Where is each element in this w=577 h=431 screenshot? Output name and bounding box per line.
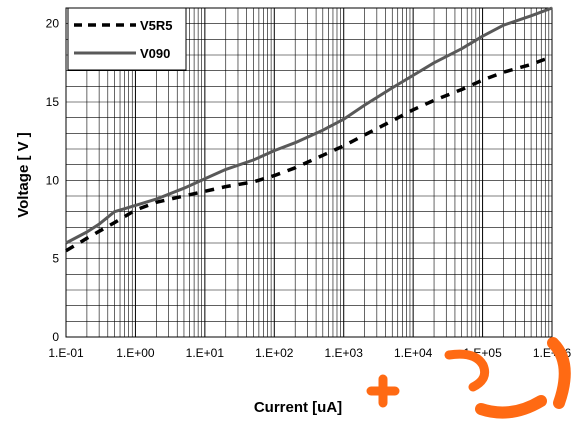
y-tick-labels: 0 5 10 15 20 — [46, 17, 60, 344]
x-tick-label: 1.E+01 — [186, 346, 225, 360]
x-tick-label: 1.E+02 — [255, 346, 294, 360]
plot-area-frame — [65, 7, 553, 338]
legend-label-v090: V090 — [140, 46, 170, 61]
x-axis-title: Current [uA] — [254, 399, 342, 416]
voltage-current-chart: 1.E-01 1.E+00 1.E+01 1.E+02 1.E+03 1.E+04 1.E+… — [15, 6, 572, 416]
x-tick-label: 1.E+05 — [463, 346, 502, 360]
legend: V5R5 V090 — [67, 7, 187, 71]
y-tick-label: 10 — [46, 173, 60, 187]
y-tick-label: 5 — [52, 252, 59, 266]
x-tick-label: 1.E+04 — [394, 346, 433, 360]
x-tick-labels: 1.E-01 1.E+00 1.E+01 1.E+02 1.E+03 1.E+04 1.E+… — [48, 346, 571, 360]
series-line-v5r5 — [65, 54, 553, 253]
x-tick-label: 1.E+03 — [325, 346, 364, 360]
y-tick-label: 20 — [46, 17, 60, 31]
y-tick-label: 15 — [46, 95, 60, 109]
y-axis-title: Voltage [ V ] — [15, 132, 32, 218]
legend-label-v5r5: V5R5 — [140, 18, 173, 33]
x-tick-label: 1.E+00 — [116, 346, 155, 360]
x-tick-label: 1.E-01 — [48, 346, 84, 360]
series-line-v090 — [65, 6, 553, 245]
legend-box — [67, 7, 187, 71]
x-tick-label: 1.E+06 — [533, 346, 572, 360]
series-layer — [65, 6, 553, 253]
y-tick-label: 0 — [52, 330, 59, 344]
